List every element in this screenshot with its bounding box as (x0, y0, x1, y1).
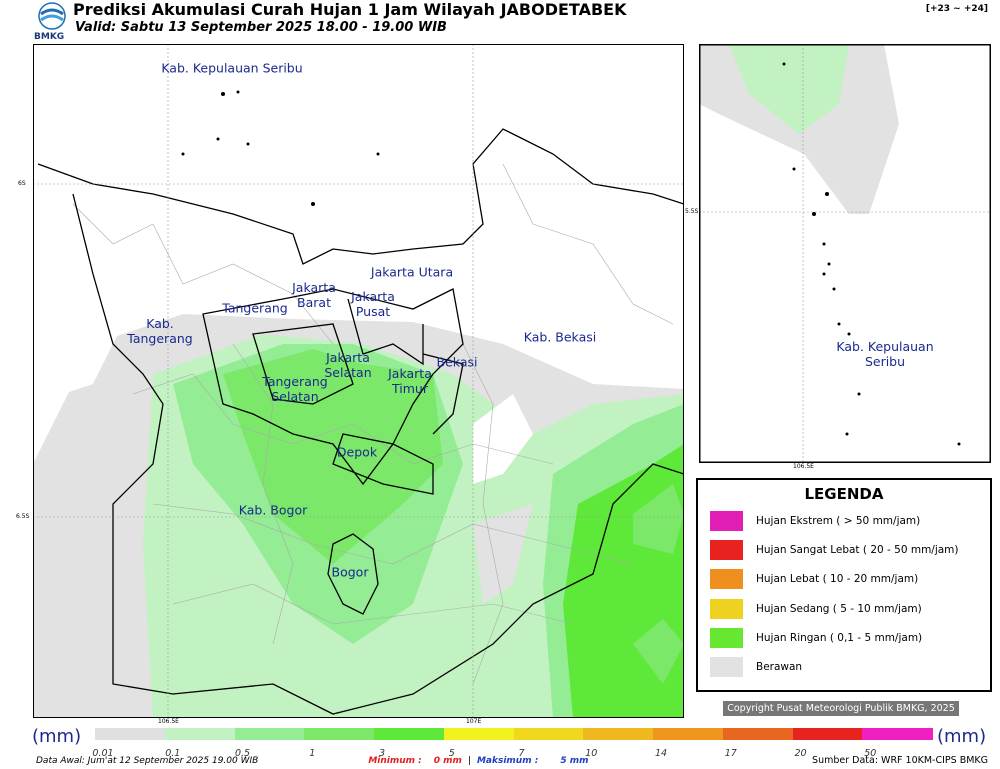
colorbar-tick-label: 20 (794, 748, 807, 759)
legend-title: LEGENDA (804, 485, 884, 503)
legend-item: Hujan Ringan ( 0,1 - 5 mm/jam) (710, 627, 923, 648)
inset-label: Kab. Kepulauan Seribu (836, 339, 934, 369)
region-label: Kab. Kepulauan Seribu (161, 60, 303, 76)
region-label: Kab. Tangerang (127, 316, 193, 346)
lat-tick: 6.5S (16, 513, 30, 520)
colorbar-segment (164, 728, 235, 740)
source: Sumber Data: WRF 10KM-CIPS BMKG (812, 755, 988, 766)
lon-tick: 106.5E (158, 718, 179, 725)
region-label: Tangerang (222, 300, 288, 316)
legend-label: Hujan Ekstrem ( > 50 mm/jam) (756, 515, 921, 527)
colorbar-tick-label: 7 (518, 748, 525, 759)
legend-item: Hujan Sangat Lebat ( 20 - 50 mm/jam) (710, 540, 959, 561)
inset-lat-tick: 5.5S (685, 208, 699, 215)
region-label: Bekasi (436, 354, 478, 370)
legend-swatch (710, 569, 743, 590)
colorbar-segment (862, 728, 933, 740)
subtitle: Valid: Sabtu 13 September 2025 18.00 - 1… (75, 20, 447, 35)
region-label: Tangerang Selatan (262, 374, 328, 404)
legend-label: Berawan (756, 661, 803, 673)
inset-lon-tick: 106.5E (793, 463, 814, 470)
colorbar-tick-label: 17 (724, 748, 737, 759)
colorbar-segment (443, 728, 514, 740)
colorbar-segment (792, 728, 863, 740)
colorbar-tick-label: 0.1 (165, 748, 181, 759)
map-frame (33, 44, 684, 718)
separator: | (467, 756, 471, 766)
min-value: 0 mm (433, 756, 462, 766)
legend-item: Hujan Lebat ( 10 - 20 mm/jam) (710, 569, 919, 590)
colorbar-tick-label: 5 (448, 748, 455, 759)
region-label: Jakarta Timur (388, 366, 432, 396)
legend-label: Hujan Sedang ( 5 - 10 mm/jam) (756, 602, 922, 615)
title: Prediksi Akumulasi Curah Hujan 1 Jam Wil… (73, 0, 627, 19)
colorbar-tick-label: 0.01 (92, 748, 114, 759)
min-label: Minimum : (368, 756, 422, 766)
colorbar-segment (653, 728, 724, 740)
colorbar-segment (374, 728, 445, 740)
legend-swatch (710, 540, 743, 561)
max-label: Maksimum : (476, 756, 539, 766)
inset-map (699, 44, 991, 463)
legend-label: Hujan Ringan ( 0,1 - 5 mm/jam) (756, 631, 923, 644)
legend-item: Hujan Sedang ( 5 - 10 mm/jam) (710, 598, 922, 619)
region-label: Depok (336, 444, 378, 460)
region-label: Kab. Bogor (238, 502, 308, 518)
lat-tick: 6S (18, 180, 26, 187)
legend-item: Berawan (710, 657, 802, 677)
legend-label: Hujan Sangat Lebat ( 20 - 50 mm/jam) (756, 544, 959, 557)
colorbar-tick-label: 14 (654, 748, 668, 759)
colorbar-tick-label: 50 (864, 748, 877, 759)
region-label: Jakarta Selatan (324, 350, 372, 380)
colorbar-tick-label: 0.5 (234, 748, 251, 759)
region-label: Jakarta Pusat (351, 289, 395, 319)
legend-swatch (710, 598, 743, 619)
legend-swatch (710, 511, 743, 531)
colorbar-tick-label: 3 (378, 748, 386, 759)
logo-text: BMKG (34, 32, 65, 42)
lon-tick: 107E (466, 718, 482, 725)
region-label: Bogor (331, 564, 369, 580)
logo-icon (38, 2, 66, 30)
copyright: Copyright Pusat Meteorologi Publik BMKG,… (723, 701, 959, 716)
colorbar-segment (304, 728, 375, 740)
max-value: 5 mm (560, 756, 589, 766)
colorbar-segment (513, 728, 584, 740)
colorbar-unit: (mm) (937, 726, 987, 747)
data-awal: Data Awal: Jum'at 12 September 2025 19.0… (36, 756, 259, 766)
legend-swatch (710, 627, 743, 648)
legend-label: Hujan Lebat ( 10 - 20 mm/jam) (756, 573, 919, 586)
colorbar-segment (583, 728, 654, 740)
region-label: Kab. Bekasi (523, 329, 597, 345)
colorbar-unit: (mm) (32, 726, 82, 747)
colorbar-tick-label: 10 (585, 748, 598, 759)
region-label: Jakarta Utara (370, 264, 454, 280)
main-map: 6S (33, 44, 684, 718)
legend-swatch (710, 657, 743, 677)
colorbar-segment (95, 728, 166, 740)
colorbar-tick-label: 1 (309, 748, 316, 759)
footer: Data Awal: Jum'at 12 September 2025 19.0… (36, 756, 588, 766)
colorbar-segment (722, 728, 793, 740)
region-label: Jakarta Barat (292, 280, 336, 310)
legend: LEGENDA Hujan Ekstrem ( > 50 mm/jam) Huja… (696, 478, 992, 692)
time-range: [+23 ~ +24] (925, 4, 988, 14)
colorbar-segment (234, 728, 305, 740)
legend-item: Hujan Ekstrem ( > 50 mm/jam) (710, 511, 920, 531)
